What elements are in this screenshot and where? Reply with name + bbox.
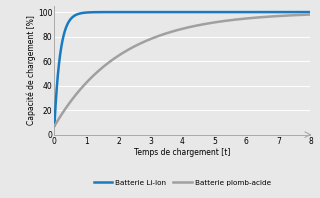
Y-axis label: Capacité de chargement [%]: Capacité de chargement [%] — [26, 15, 36, 125]
X-axis label: Temps de chargement [t]: Temps de chargement [t] — [134, 148, 231, 157]
Legend: Batterie Li-Ion, Batterie plomb-acide: Batterie Li-Ion, Batterie plomb-acide — [91, 177, 274, 189]
